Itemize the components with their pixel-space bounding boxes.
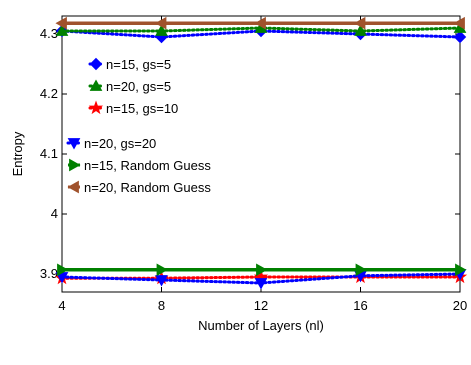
legend-entry: n=20, Random Guess	[67, 180, 211, 195]
legend-entry: n=15, gs=5	[88, 57, 171, 72]
axis-ticks: 4 8 12 16 20 3.9 4 4.1 4.2 4.3	[40, 16, 467, 313]
series-5	[57, 263, 467, 277]
legend-marker	[88, 100, 104, 115]
series-point	[453, 30, 467, 44]
legend: n=15, gs=5 n=20, gs=5 n=15, gs=10 n=20, gs=…	[66, 57, 211, 195]
series-point	[155, 24, 168, 36]
y-axis-label: Entropy	[10, 131, 25, 176]
series-2	[55, 21, 467, 36]
legend-label: n=15, Random Guess	[84, 158, 211, 173]
series-point	[355, 263, 368, 277]
x-tick-label: 20	[453, 298, 467, 313]
legend-entry: n=20, gs=20	[66, 136, 156, 151]
series-point	[254, 278, 268, 290]
series-point	[453, 16, 465, 30]
y-tick-label: 4	[51, 206, 58, 221]
x-tick-label: 16	[353, 298, 367, 313]
x-axis-label: Number of Layers (nl)	[198, 318, 324, 333]
legend-entry: n=20, gs=5	[88, 79, 171, 94]
series-point	[353, 16, 366, 30]
y-tick-label: 4.2	[40, 86, 58, 101]
series-point	[57, 263, 69, 277]
legend-marker	[69, 158, 81, 172]
series-point	[55, 16, 67, 30]
x-tick-label: 12	[254, 298, 268, 313]
series-point	[55, 24, 69, 36]
legend-label: n=15, gs=10	[106, 101, 178, 116]
x-tick-label: 8	[158, 298, 165, 313]
legend-marker	[89, 57, 103, 71]
series-point	[256, 263, 268, 277]
y-tick-label: 3.9	[40, 266, 58, 281]
legend-entry: n=15, gs=10	[88, 100, 178, 116]
y-tick-label: 4.1	[40, 146, 58, 161]
series-4	[55, 269, 467, 290]
legend-label: n=20, gs=20	[84, 136, 156, 151]
series-point	[455, 263, 467, 277]
plot-area	[61, 15, 461, 293]
legend-marker	[89, 79, 103, 91]
x-tick-label: 4	[58, 298, 65, 313]
y-tick-label: 4.3	[40, 26, 58, 41]
series-6	[55, 16, 465, 30]
legend-label: n=20, Random Guess	[84, 180, 211, 195]
series-point	[254, 16, 266, 30]
legend-marker	[67, 138, 81, 150]
legend-marker	[67, 180, 79, 194]
series-point	[155, 275, 168, 287]
legend-entry: n=15, Random Guess	[68, 158, 211, 173]
series-point	[354, 24, 367, 36]
legend-label: n=20, gs=5	[106, 79, 171, 94]
legend-label: n=15, gs=5	[106, 57, 171, 72]
series-point	[156, 263, 169, 277]
series-layer	[54, 16, 468, 290]
series-point	[154, 16, 167, 30]
